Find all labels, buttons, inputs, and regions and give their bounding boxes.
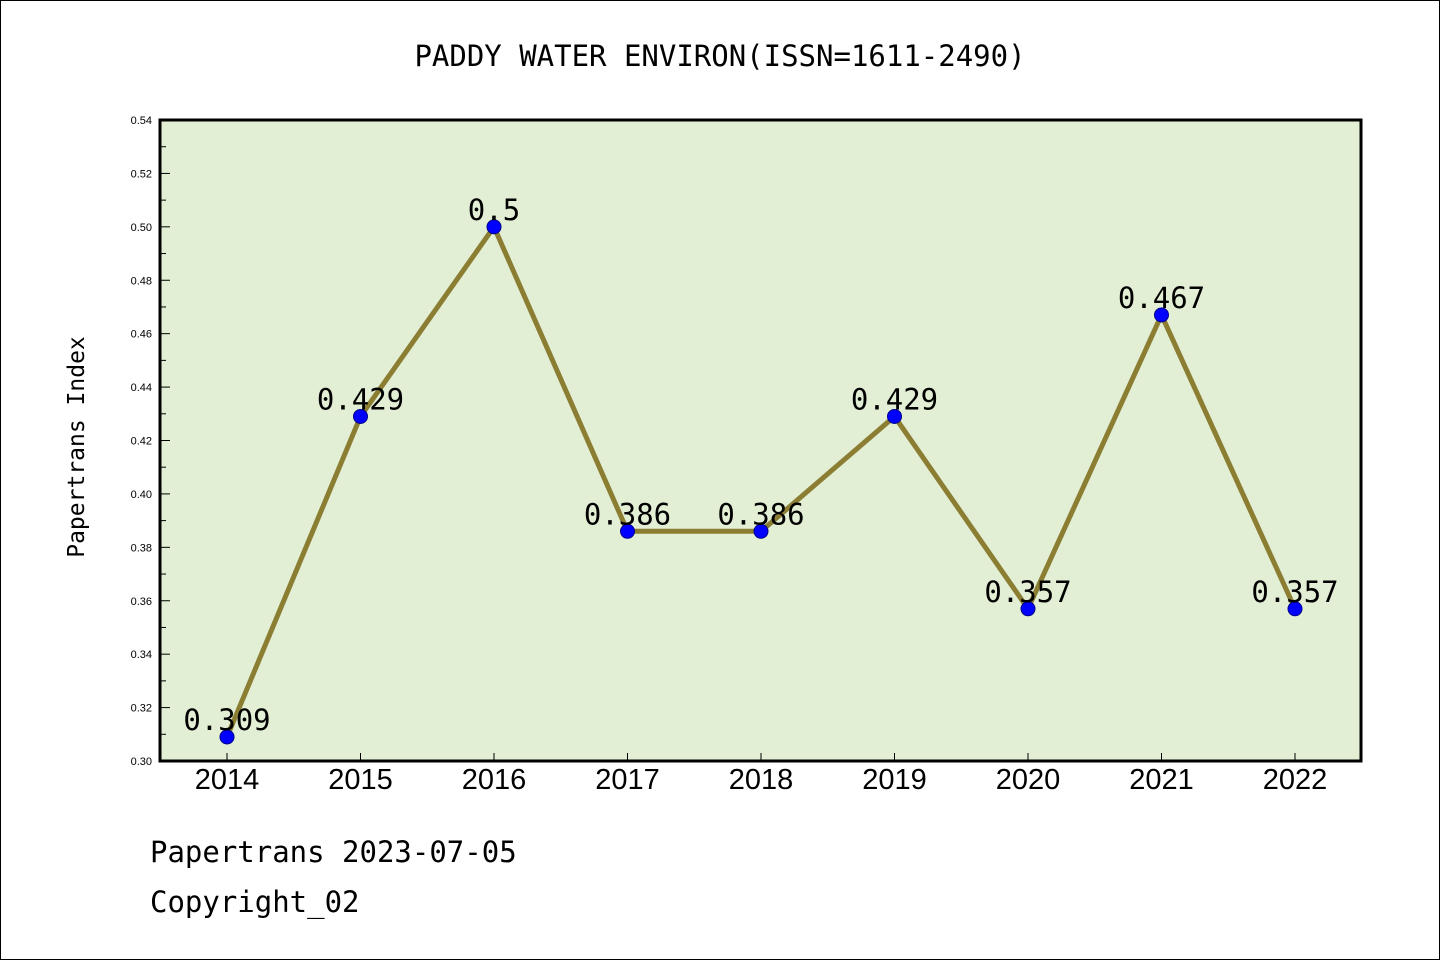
data-point [1287,601,1303,617]
data-point [353,408,368,424]
x-tick-label: 2021 [1129,764,1194,796]
data-label: 0.5 [468,193,520,227]
data-label: 0.429 [317,382,404,416]
data-point [219,729,235,745]
data-point [887,408,902,424]
y-tick-label: 0.34 [131,649,152,661]
y-tick-label: 0.32 [131,703,152,715]
data-point [620,523,635,539]
y-tick-label: 0.54 [131,115,152,127]
y-tick-label: 0.50 [131,222,152,234]
data-labels: 0.309 0.429 0.5 0.386 0.386 0.429 0.357 0.467 0.… [183,193,1338,737]
y-tick-label: 0.52 [131,168,152,180]
footer-date: Papertrans 2023-07-05 [150,835,517,869]
y-tick-label: 0.48 [131,275,152,287]
x-tick-label: 2018 [729,764,794,796]
chart-title: PADDY WATER ENVIRON(ISSN=1611-2490) [414,39,1025,73]
plot-area [160,120,1361,761]
x-axis-tick-labels: 2014 2015 2016 2017 2018 2019 2020 2021 2022 [195,764,1328,796]
x-tick-label: 2015 [328,764,393,796]
y-axis-tick-labels: 0.30 0.32 0.34 0.36 0.38 0.40 0.42 0.44 0.46 0.48… [131,115,152,768]
y-tick-label: 0.44 [131,382,152,394]
data-label: 0.309 [183,703,270,737]
plot-border [158,118,1363,763]
y-tick-label: 0.40 [131,489,152,501]
x-tick-label: 2019 [862,764,927,796]
data-point [1154,307,1169,323]
data-point [486,219,502,235]
data-label: 0.429 [851,382,938,416]
data-point-markers [219,219,1303,745]
x-tick-label: 2020 [996,764,1061,796]
x-tick-label: 2016 [462,764,527,796]
x-tick-label: 2022 [1263,764,1328,796]
footer-copyright: Copyright_02 [150,885,360,919]
y-tick-label: 0.42 [131,436,152,448]
y-tick-label: 0.30 [131,756,152,768]
y-tick-label: 0.38 [131,542,152,554]
data-label: 0.357 [984,575,1071,609]
data-label: 0.386 [717,497,804,531]
data-point [753,523,769,539]
data-label: 0.357 [1251,575,1338,609]
x-tick-label: 2017 [595,764,660,796]
x-tick-label: 2014 [195,764,260,796]
y-tick-label: 0.36 [131,596,152,608]
data-label: 0.386 [584,497,671,531]
y-tick-label: 0.46 [131,329,152,341]
y-axis-label: Papertrans Index [64,336,90,558]
data-label: 0.467 [1118,281,1205,315]
data-point [1020,601,1036,617]
